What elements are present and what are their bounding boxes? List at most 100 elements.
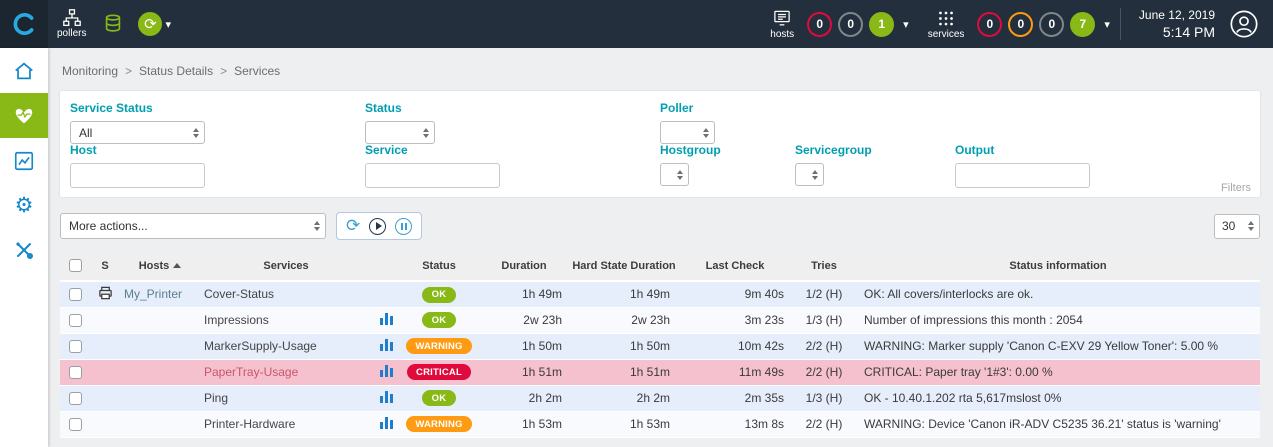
chevron-down-icon[interactable]: ▾ xyxy=(903,18,909,31)
service-link[interactable]: Ping xyxy=(204,391,229,405)
graph-icon[interactable] xyxy=(379,390,393,403)
filters-panel: Service Status All Status Poller Host Se… xyxy=(60,91,1260,197)
hard-state-duration-cell: 1h 51m xyxy=(570,359,678,386)
service-link[interactable]: Cover-Status xyxy=(204,287,275,302)
header-status-information[interactable]: Status information xyxy=(856,251,1260,282)
hosts-status-group: hosts xyxy=(770,9,794,40)
table-row: PaperTray-Usage CRITICAL 1h 51m 1h 51m 1… xyxy=(60,359,1260,386)
services-unknown-count[interactable]: 0 xyxy=(1039,11,1065,37)
status-information-cell: CRITICAL: Paper tray '1#3': 0.00 % xyxy=(856,359,1260,386)
select-stepper-icon xyxy=(1248,221,1254,231)
row-checkbox[interactable] xyxy=(68,314,82,328)
services-warning-count[interactable]: 0 xyxy=(1008,11,1034,37)
header-s[interactable]: S xyxy=(90,251,120,282)
services-ok-count[interactable]: 7 xyxy=(1070,11,1096,37)
hosts-critical-count[interactable]: 0 xyxy=(807,11,833,37)
tools-icon xyxy=(16,241,33,259)
header-hard-state-duration[interactable]: Hard State Duration xyxy=(570,251,678,282)
more-actions-value: More actions... xyxy=(69,219,148,233)
poller-select[interactable] xyxy=(660,121,715,144)
service-link[interactable]: Impressions xyxy=(204,313,269,327)
sidebar-item-configuration[interactable]: ⚙ xyxy=(0,183,48,228)
host-link[interactable]: My_Printer xyxy=(124,287,183,302)
home-icon xyxy=(15,62,33,79)
service-status-label: Service Status xyxy=(70,101,153,115)
service-status-value: All xyxy=(79,125,93,140)
status-select[interactable] xyxy=(365,121,435,144)
service-link[interactable]: Printer-Hardware xyxy=(204,417,296,431)
graph-icon[interactable] xyxy=(379,416,393,429)
page-size-select[interactable]: 30 xyxy=(1214,213,1260,239)
chevron-down-icon[interactable]: ▾ xyxy=(1104,18,1110,31)
graph-icon[interactable] xyxy=(379,338,393,351)
header-status[interactable]: Status xyxy=(400,251,478,282)
hosts-ok-count[interactable]: 1 xyxy=(869,11,895,37)
row-checkbox[interactable] xyxy=(68,392,82,406)
table-row: Impressions OK 2w 23h 2w 23h 3m 23s 1/3 … xyxy=(60,307,1260,334)
sidebar-item-home[interactable] xyxy=(0,48,48,93)
host-input[interactable] xyxy=(70,163,205,188)
row-checkbox[interactable] xyxy=(68,418,82,432)
servicegroup-select[interactable] xyxy=(795,163,824,186)
sync-ok-icon: ⟳ xyxy=(138,12,163,36)
select-all-checkbox[interactable] xyxy=(68,259,82,272)
more-actions-select[interactable]: More actions... xyxy=(60,213,326,239)
select-stepper-icon xyxy=(314,221,320,231)
header-last-check[interactable]: Last Check xyxy=(678,251,792,282)
refresh-button[interactable]: ⟳ xyxy=(346,215,361,236)
service-input[interactable] xyxy=(365,163,500,188)
header-services[interactable]: Services xyxy=(200,251,372,282)
last-check-cell: 13m 8s xyxy=(678,411,792,438)
header-tries[interactable]: Tries xyxy=(792,251,856,282)
output-label: Output xyxy=(955,143,995,157)
duration-cell: 1h 50m xyxy=(478,333,570,360)
pollers-menu[interactable]: pollers xyxy=(57,9,86,39)
user-avatar[interactable] xyxy=(1229,9,1259,39)
hard-state-duration-cell: 1h 50m xyxy=(570,333,678,360)
centreon-logo[interactable] xyxy=(0,0,48,48)
row-checkbox[interactable] xyxy=(68,340,82,354)
row-checkbox[interactable] xyxy=(68,288,82,302)
database-status[interactable] xyxy=(102,12,124,36)
duration-cell: 1h 51m xyxy=(478,359,570,386)
services-table: S Hosts Services Status Duration Hard St… xyxy=(60,251,1260,438)
hard-state-duration-cell: 1h 49m xyxy=(570,281,678,308)
graph-icon[interactable] xyxy=(379,364,393,377)
page-size-value: 30 xyxy=(1222,219,1236,233)
status-information-cell: Number of impressions this month : 2054 xyxy=(856,307,1260,334)
output-input[interactable] xyxy=(955,163,1090,188)
poller-state-menu[interactable]: ⟳ ▾ xyxy=(138,12,171,36)
hostgroup-label: Hostgroup xyxy=(660,143,721,157)
play-button[interactable] xyxy=(369,217,387,235)
sort-asc-icon xyxy=(173,262,182,268)
sidebar-item-administration[interactable] xyxy=(0,228,48,273)
hostgroup-select[interactable] xyxy=(660,163,689,186)
tries-cell: 2/2 (H) xyxy=(792,411,856,438)
chevron-down-icon: ▾ xyxy=(165,18,171,31)
graph-icon[interactable] xyxy=(379,312,393,325)
service-link[interactable]: MarkerSupply-Usage xyxy=(204,339,317,353)
hosts-label: hosts xyxy=(770,28,795,40)
breadcrumb-monitoring[interactable]: Monitoring xyxy=(62,64,119,78)
header-hosts[interactable]: Hosts xyxy=(120,251,200,282)
chart-icon xyxy=(14,151,34,170)
last-check-cell: 10m 42s xyxy=(678,333,792,360)
table-header-row: S Hosts Services Status Duration Hard St… xyxy=(60,251,1260,282)
header-chart-col xyxy=(372,251,400,282)
services-badges: 0 0 0 7 ▾ xyxy=(977,11,1110,37)
gear-icon: ⚙ xyxy=(14,193,34,217)
breadcrumb-status-details[interactable]: Status Details xyxy=(118,64,213,78)
sidebar-item-monitoring[interactable] xyxy=(0,93,48,138)
sidebar-item-reporting[interactable] xyxy=(0,138,48,183)
service-link[interactable]: PaperTray-Usage xyxy=(204,365,299,379)
hosts-unknown-count[interactable]: 0 xyxy=(838,11,864,37)
pause-button[interactable] xyxy=(395,217,413,235)
select-stepper-icon xyxy=(193,128,199,138)
table-row: Printer-Hardware WARNING 1h 53m 1h 53m 1… xyxy=(60,411,1260,438)
service-status-select[interactable]: All xyxy=(70,121,205,144)
status-information-cell: WARNING: Device 'Canon iR-ADV C5235 36.2… xyxy=(856,411,1260,438)
row-checkbox[interactable] xyxy=(68,366,82,380)
services-critical-count[interactable]: 0 xyxy=(977,11,1003,37)
duration-cell: 2w 23h xyxy=(478,307,570,334)
header-duration[interactable]: Duration xyxy=(478,251,570,282)
